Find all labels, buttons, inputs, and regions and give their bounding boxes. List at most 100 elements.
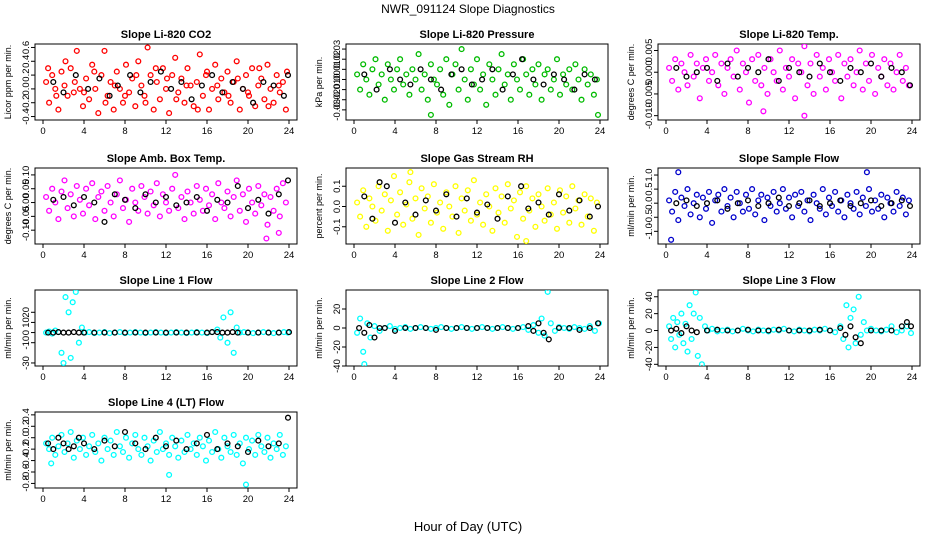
panel-2-x-tick-label: 20 [554, 126, 565, 137]
panel-4-data-point [239, 191, 246, 198]
panel-7-data-point [147, 329, 154, 336]
panel-1-data-point [106, 92, 113, 99]
panel-6-data-point [835, 208, 842, 215]
panel-5-data-point [594, 203, 602, 210]
panel-2-x-tick-label: 0 [351, 126, 356, 137]
panel-4-x-tick-label: 0 [40, 250, 45, 261]
panel-10-data-point [230, 431, 237, 438]
panel-5-data-point [412, 195, 419, 202]
panel-5-data-point [535, 191, 542, 198]
panel-4-data-point [142, 191, 149, 198]
panel-7-data-point [270, 330, 277, 337]
panel-9-data-point [821, 325, 828, 332]
panel-10-data-point [264, 434, 271, 441]
panel-2-data-point [384, 61, 391, 68]
panel-7-data-point [116, 329, 123, 336]
panel-1-data-point [264, 61, 271, 68]
panel-5-data-point [409, 215, 416, 222]
panel-9-data-point [775, 326, 782, 333]
panel-4-data-point [224, 188, 231, 195]
panel-6-data-point [862, 202, 869, 210]
panel-10-data-point [209, 448, 216, 456]
panel-3-x-tick-label: 24 [907, 126, 918, 137]
panel-10-data-point [244, 448, 252, 456]
panel-4-data-point [184, 188, 191, 195]
panel-4-data-point [214, 196, 221, 203]
panel-6: Slope Sample Flow 0 4 8 12 16 20 24 -1.0-0.50.00… [626, 153, 921, 261]
panel-2-data-point [540, 81, 547, 88]
panel-7-x-tick-label: 20 [243, 372, 254, 383]
panel-9-data-point [826, 327, 834, 334]
panel-2-data-point [407, 81, 414, 88]
panel-2-data-point [366, 91, 373, 98]
panel-7-series-1 [43, 290, 292, 366]
panel-10-data-point [212, 428, 219, 436]
panel-9-data-point [832, 329, 839, 336]
panel-10-data-point [49, 434, 56, 441]
panel-5-x-tick-label: 12 [472, 250, 483, 261]
panel-8-series-1 [354, 290, 603, 366]
panel-7-data-point [43, 329, 50, 336]
panel-2-data-point [397, 76, 404, 83]
panel-8-data-point [479, 324, 486, 331]
panel-3-y-tick-label: 0.005 [644, 39, 655, 63]
panel-6-y-axis-label: ml/min per min. [626, 175, 636, 237]
panel-4-y-tick-label: -0.05 [21, 206, 32, 228]
panel-6-x-tick-label: 8 [745, 250, 750, 261]
panel-7-data-point [183, 329, 190, 336]
panel-3-data-point [801, 44, 808, 50]
panel-4-data-point [205, 202, 213, 209]
panel-6-data-point [785, 194, 793, 201]
panel-2-series-2 [361, 56, 598, 93]
panel-1-data-point [203, 68, 211, 75]
panel-3-x-tick-label: 16 [825, 126, 836, 137]
panel-7-title: Slope Line 1 Flow [120, 275, 213, 287]
panel-4-data-point [153, 180, 160, 187]
panel-9-data-point [893, 329, 900, 336]
panel-1-data-point [193, 78, 200, 86]
panel-4-x-tick-label: 20 [243, 250, 254, 261]
panel-5-data-point [523, 183, 530, 190]
panel-8-data-point [371, 323, 378, 330]
panel-10-y-tick-label: 0.2 [21, 420, 32, 433]
panel-2-y-tick-label: -0.03 [332, 99, 343, 121]
panel-10-data-point [80, 440, 88, 447]
panel-5-data-point [553, 225, 561, 232]
panel-10-data-point [122, 434, 130, 441]
panel-1-data-point [144, 44, 151, 51]
panel-3-data-point [703, 64, 711, 71]
panel-7-data-point [121, 329, 129, 336]
panel-1-data-point [233, 58, 240, 65]
panel-1-data-point [168, 85, 175, 92]
panel-6-data-point [789, 214, 796, 221]
panel-7-data-point [188, 329, 195, 336]
panel-8-x-tick-label: 0 [351, 372, 356, 383]
panel-4-y-tick-label: 0.10 [21, 166, 32, 185]
panel-10-data-point [193, 451, 200, 458]
panel-10-data-point [104, 446, 111, 453]
panel-5-data-point [484, 201, 491, 208]
panel-3-data-point [847, 56, 854, 63]
panel-2-data-point [406, 91, 413, 98]
panel-9-data-point [714, 326, 721, 333]
panel-8-data-point [412, 324, 419, 332]
panel-2-data-point [430, 76, 437, 83]
panel-7-data-point [72, 290, 79, 296]
panel-1-data-point [249, 65, 256, 72]
panel-9-x-tick-label: 4 [704, 372, 709, 383]
panel-10-data-point [187, 446, 194, 453]
panel-3-data-point [714, 77, 721, 84]
panel-10-data-point [190, 440, 197, 447]
panel-3-data-point [801, 112, 808, 119]
panel-7-y-tick-label: -10 [21, 336, 32, 350]
panel-3-data-point [761, 64, 768, 71]
panel-6-data-point [893, 188, 900, 195]
panel-10-plot-frame [34, 411, 298, 489]
panel-1-data-point [214, 82, 221, 89]
panel-10-data-point [43, 440, 50, 447]
panel-3-data-point [755, 51, 762, 58]
panel-10-data-point [89, 431, 96, 438]
panel-9-data-point [703, 327, 711, 334]
panel-10-data-point [153, 448, 160, 456]
